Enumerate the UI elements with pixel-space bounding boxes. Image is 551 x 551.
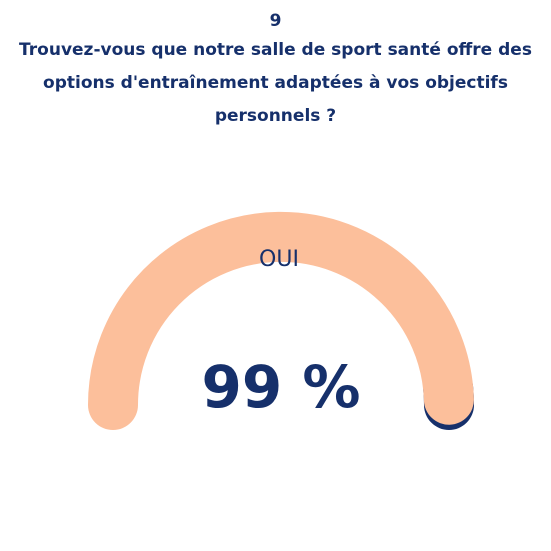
question-number: 9: [269, 11, 282, 31]
question-header: 9 Trouvez-vous que notre salle de sport …: [0, 8, 551, 133]
gauge-filled-arc: [88, 211, 474, 430]
gauge-value: 99 %: [201, 353, 360, 421]
gauge-label: OUI: [259, 247, 299, 272]
question-text: Trouvez-vous que notre salle de sport sa…: [19, 40, 532, 126]
